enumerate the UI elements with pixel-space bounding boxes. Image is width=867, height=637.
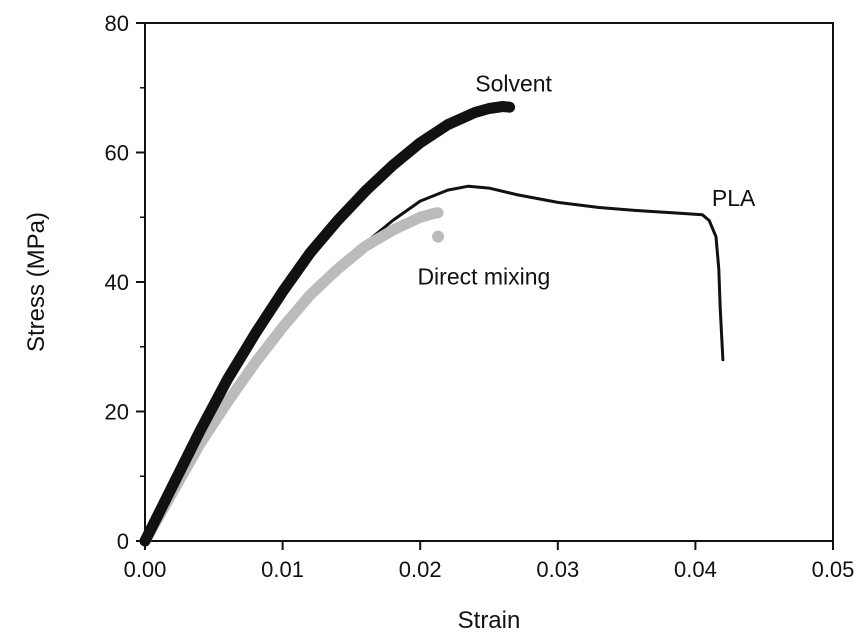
x-tick-label: 0.01	[261, 557, 304, 582]
x-tick-label: 0.03	[536, 557, 579, 582]
annotation-pla: PLA	[712, 185, 756, 211]
y-axis-title: Stress (MPa)	[23, 212, 50, 352]
annotation-direct-mixing: Direct mixing	[417, 264, 550, 290]
y-tick-label: 80	[105, 11, 129, 36]
x-axis-ticks: 0.00 0.01 0.02 0.03 0.04 0.05	[124, 541, 855, 582]
x-tick-label: 0.04	[674, 557, 717, 582]
y-tick-label: 20	[105, 400, 129, 425]
series-line-solvent	[139, 101, 516, 547]
y-tick-label: 60	[105, 141, 129, 166]
x-tick-label: 0.05	[812, 557, 855, 582]
series-line-direct-mixing	[139, 207, 444, 547]
x-axis-title: Strain	[458, 607, 521, 634]
y-tick-label: 40	[105, 270, 129, 295]
series-layer	[139, 101, 725, 547]
annotations: Solvent PLA Direct mixing	[417, 71, 756, 290]
series-point-direct-mixing-outlier	[432, 230, 445, 243]
y-axis-ticks: 0 20 40 60 80	[105, 11, 145, 554]
x-tick-label: 0.00	[124, 557, 167, 582]
annotation-solvent: Solvent	[475, 71, 552, 97]
y-tick-label: 0	[117, 529, 129, 554]
x-tick-label: 0.02	[399, 557, 442, 582]
y-minor-ticks	[140, 87, 145, 477]
